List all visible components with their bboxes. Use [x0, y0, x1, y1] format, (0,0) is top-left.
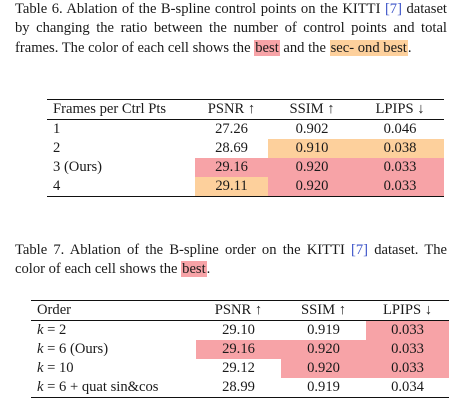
best-highlight-swatch: best	[181, 261, 207, 278]
lpips-cell: 0.033	[366, 340, 449, 359]
psnr-cell: 29.11	[195, 177, 268, 197]
math-variable: k	[37, 341, 44, 357]
row-label: 3 (Ours)	[53, 159, 103, 175]
table-row: 4 29.11 0.920 0.033	[47, 177, 444, 197]
row-label: k = 6 + quat sin&cos	[31, 378, 196, 398]
caption-text: and the	[279, 39, 330, 56]
table-row: 1 27.26 0.902 0.046	[47, 120, 444, 140]
caption-text: Table 7. Ablation of the B-spline order …	[15, 242, 352, 258]
ssim-cell: 0.920	[268, 177, 356, 197]
table-row: k = 6 + quat sin&cos 28.99 0.919 0.034	[31, 378, 449, 398]
column-header: Order	[31, 300, 196, 321]
column-header: LPIPS ↓	[356, 99, 444, 120]
caption-text: dataset. The color of each cell shows th…	[15, 242, 448, 278]
table-row: 2 28.69 0.910 0.038	[47, 139, 444, 158]
table-row: k = 6 (Ours) 29.16 0.920 0.033	[31, 340, 449, 359]
table-row: 3 (Ours) 29.16 0.920 0.033	[47, 158, 444, 177]
lpips-cell: 0.046	[383, 121, 417, 137]
table-6: Frames per Ctrl Pts PSNR ↑ SSIM ↑ LPIPS …	[47, 99, 444, 197]
caption-text: dataset by changing the ratio between th…	[15, 1, 447, 56]
row-label: k = 10	[31, 359, 196, 378]
table-7: Order PSNR ↑ SSIM ↑ LPIPS ↓ k = 2 29.10 …	[31, 300, 449, 398]
table-6-caption: Table 6. Ablation of the B-spline contro…	[15, 0, 447, 58]
caption-text: .	[206, 261, 211, 278]
table-header-row: Order PSNR ↑ SSIM ↑ LPIPS ↓	[31, 300, 449, 321]
math-variable: k	[37, 360, 44, 376]
citation-link[interactable]: [7]	[351, 242, 369, 258]
ssim-cell: 0.919	[281, 378, 366, 398]
ssim-cell: 0.910	[268, 139, 356, 158]
lpips-cell: 0.033	[366, 320, 449, 340]
psnr-cell: 27.26	[215, 121, 248, 137]
ssim-cell: 0.920	[281, 340, 366, 359]
row-label: 1	[53, 121, 61, 137]
row-label: k = 2	[31, 321, 196, 341]
psnr-cell: 29.16	[196, 340, 281, 359]
psnr-cell: 29.10	[222, 322, 255, 338]
column-header: PSNR ↑	[196, 300, 281, 321]
ssim-cell: 0.919	[307, 322, 340, 338]
column-header: PSNR ↑	[195, 99, 268, 120]
second-best-highlight-swatch: sec- ond best	[329, 39, 408, 56]
table-7-caption: Table 7. Ablation of the B-spline order …	[15, 241, 447, 280]
psnr-cell: 28.99	[196, 378, 281, 398]
table-header-row: Frames per Ctrl Pts PSNR ↑ SSIM ↑ LPIPS …	[47, 99, 444, 120]
lpips-cell: 0.033	[356, 158, 444, 177]
column-header: SSIM ↑	[281, 300, 366, 321]
row-label-text: = 6 + quat sin&cos	[43, 379, 159, 395]
column-header: Frames per Ctrl Pts	[47, 99, 195, 120]
psnr-cell: 29.16	[195, 158, 268, 177]
row-label: 4	[47, 177, 195, 197]
table-row: k = 2 29.10 0.919 0.033	[31, 320, 449, 341]
lpips-cell: 0.038	[356, 139, 444, 158]
row-label: k = 6 (Ours)	[31, 340, 196, 359]
psnr-cell: 28.69	[215, 140, 248, 156]
caption-text: .	[407, 39, 412, 56]
lpips-cell: 0.033	[366, 359, 449, 378]
row-label-text: = 10	[43, 360, 74, 376]
table-row: k = 10 29.12 0.920 0.033	[31, 359, 449, 378]
ssim-cell: 0.920	[268, 158, 356, 177]
ssim-cell: 0.902	[295, 121, 329, 137]
math-variable: k	[37, 322, 44, 338]
lpips-cell: 0.033	[356, 177, 444, 197]
ssim-cell: 0.920	[281, 359, 366, 378]
row-label: 2	[53, 140, 61, 156]
row-label-text: = 6 (Ours)	[43, 341, 109, 357]
column-header: LPIPS ↓	[366, 300, 449, 321]
row-label-text: = 2	[43, 322, 67, 338]
column-header: SSIM ↑	[268, 99, 356, 120]
caption-text: Table 6. Ablation of the B-spline contro…	[15, 1, 385, 17]
citation-link[interactable]: [7]	[384, 1, 402, 17]
lpips-cell: 0.034	[366, 378, 449, 398]
math-variable: k	[37, 379, 44, 395]
best-highlight-swatch: best	[254, 39, 280, 56]
psnr-cell: 29.12	[222, 360, 255, 376]
